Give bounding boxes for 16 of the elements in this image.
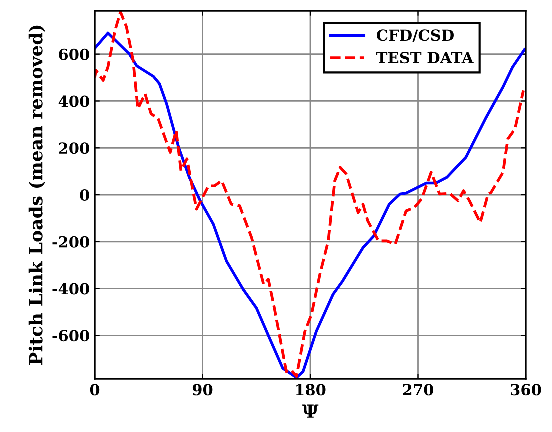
y-tick-label: -600 xyxy=(52,330,90,342)
x-tick-label: 0 xyxy=(90,384,100,396)
y-tick-label: 0 xyxy=(80,189,90,202)
y-axis-title: Pitch Link Loads (mean removed) xyxy=(28,26,46,366)
x-tick-label: 180 xyxy=(296,384,326,396)
x-tick-label: 90 xyxy=(192,384,213,396)
y-tick-label: 200 xyxy=(59,142,90,154)
legend-label: CFD/CSD xyxy=(376,30,454,42)
x-tick-label: 270 xyxy=(403,384,434,396)
y-tick-label: -400 xyxy=(52,283,90,295)
y-tick-label: -200 xyxy=(52,236,90,248)
y-tick-label: 600 xyxy=(59,48,90,60)
x-tick-label: 360 xyxy=(511,384,542,396)
y-tick-label: 400 xyxy=(58,96,90,108)
legend-label: TEST DATA xyxy=(376,52,474,64)
x-axis-title: Ψ xyxy=(302,404,319,418)
